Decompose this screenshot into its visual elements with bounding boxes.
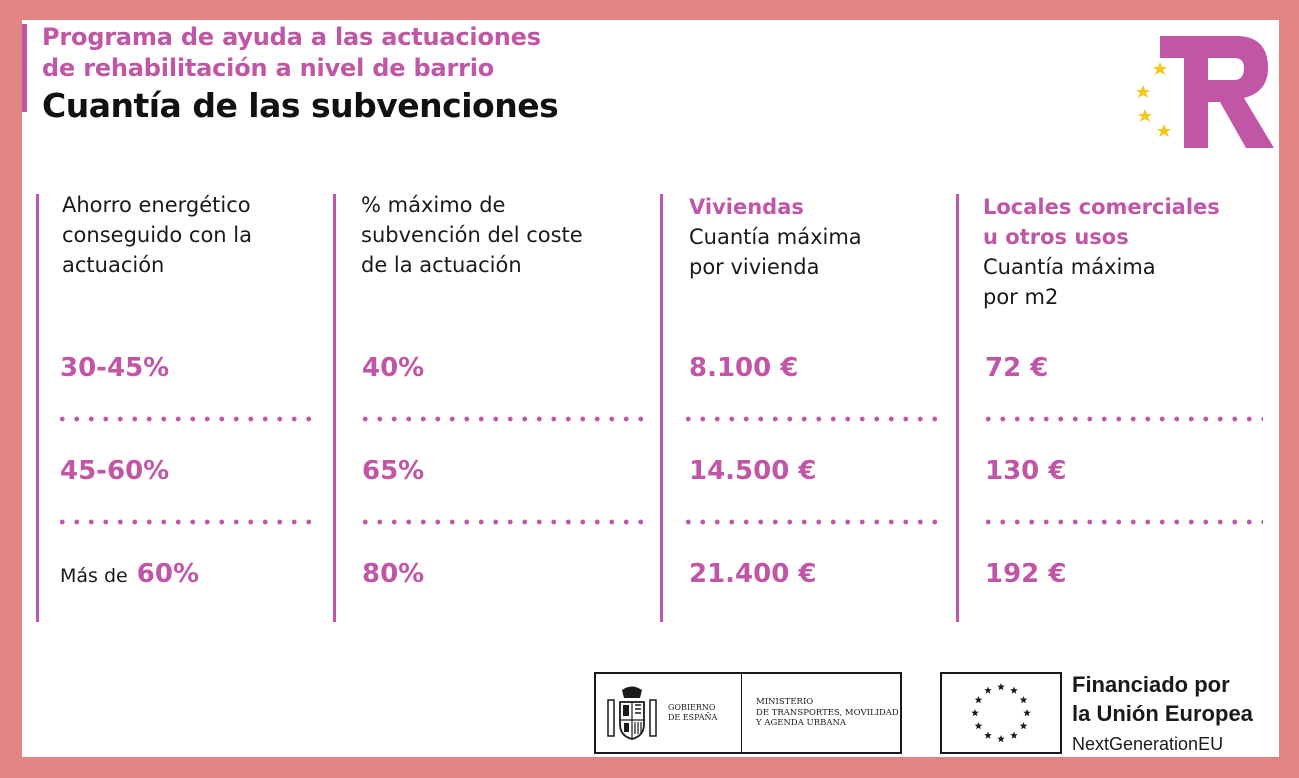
eu-star-icon [1019, 722, 1028, 730]
eu-star-icon [1010, 731, 1018, 739]
dotted-separator [681, 416, 939, 422]
government-section: GOBIERNO DE ESPAÑA [596, 674, 742, 752]
header-line: conseguido con la [62, 223, 252, 247]
value-cell: Más de 60% [60, 557, 199, 593]
eu-line: Financiado por [1072, 672, 1230, 697]
eu-star-icon [971, 709, 979, 717]
dotted-separator [358, 519, 643, 525]
header-line: por vivienda [689, 255, 820, 279]
column-header-commercial: Locales comerciales u otros usos Cuantía… [983, 192, 1220, 312]
ministry-line: Y AGENDA URBANA [756, 718, 847, 729]
eu-stars-icon [1136, 62, 1171, 137]
value-cell: 40% [362, 353, 425, 383]
header-accent-line: u otros usos [983, 225, 1129, 249]
next-generation-eu-label: NextGenerationEU [1072, 734, 1224, 754]
value-cell: 30-45% [60, 353, 170, 383]
eu-star-icon [974, 722, 983, 730]
header-line: Ahorro energético [62, 193, 251, 217]
subtitle-line-1: Programa de ayuda a las actuaciones [42, 23, 541, 51]
header-line: actuación [62, 253, 165, 277]
eu-star-icon [984, 686, 992, 694]
value-prefix: Más de [60, 565, 128, 587]
header-accent-line: Locales comerciales [983, 195, 1220, 219]
program-subtitle: Programa de ayuda a las actuaciones de r… [42, 22, 541, 84]
column-header-dwellings: Viviendas Cuantía máxima por vivienda [689, 192, 862, 282]
eu-star-icon [1010, 686, 1018, 694]
column-divider-3 [660, 194, 663, 622]
column-divider-4 [956, 194, 959, 622]
header-line: % máximo de [361, 193, 506, 217]
column-divider-1 [36, 194, 39, 622]
header-line: Cuantía máxima [983, 255, 1156, 279]
header-accent-line: Viviendas [689, 195, 804, 219]
column-divider-2 [333, 194, 336, 622]
dotted-separator [55, 416, 317, 422]
header-line: Cuantía máxima [689, 225, 862, 249]
value-number: 60% [136, 559, 200, 589]
eu-star-icon [984, 731, 992, 739]
value-cell: 72 € [985, 353, 1049, 383]
value-cell: 80% [362, 559, 425, 589]
gov-line: GOBIERNO [668, 703, 716, 712]
gov-line: DE ESPAÑA [668, 713, 718, 722]
eu-star-icon [1023, 709, 1031, 717]
dotted-separator [358, 416, 643, 422]
header-line: de la actuación [361, 253, 522, 277]
government-logo-box: GOBIERNO DE ESPAÑA MINISTERIO DE TRANSPO… [594, 672, 902, 754]
eu-star-icon [997, 683, 1005, 691]
government-label: GOBIERNO DE ESPAÑA [668, 703, 717, 723]
value-cell: 130 € [985, 456, 1067, 486]
value-cell: 65% [362, 456, 425, 486]
value-cell: 8.100 € [689, 353, 799, 383]
column-header-energy-savings: Ahorro energético conseguido con la actu… [62, 190, 252, 280]
eu-star-icon [974, 696, 983, 704]
spain-coat-of-arms-icon [607, 686, 657, 740]
eu-flag-stars-icon [971, 683, 1031, 743]
ministry-line: MINISTERIO [756, 697, 814, 708]
ministry-line: DE TRANSPORTES, MOVILIDAD [756, 707, 899, 718]
value-cell: 192 € [985, 559, 1067, 589]
dotted-separator [981, 416, 1263, 422]
eu-funding-label: Financiado por la Unión Europea [1072, 670, 1253, 728]
eu-star-icon [997, 735, 1005, 743]
dotted-separator [55, 519, 317, 525]
eu-flag-box [940, 672, 1062, 754]
value-cell: 14.500 € [689, 456, 817, 486]
value-cell: 45-60% [60, 456, 170, 486]
column-header-max-percent: % máximo de subvención del coste de la a… [361, 190, 583, 280]
eu-line: la Unión Europea [1072, 701, 1253, 726]
subtitle-line-2: de rehabilitación a nivel de barrio [42, 54, 495, 82]
tr-logo-icon [1136, 36, 1274, 148]
dotted-separator [981, 519, 1263, 525]
dotted-separator [681, 519, 939, 525]
infographic-card: Programa de ayuda a las actuaciones de r… [22, 20, 1279, 757]
eu-star-icon [1019, 696, 1028, 704]
ministry-label: MINISTERIO DE TRANSPORTES, MOVILIDAD Y A… [742, 697, 899, 729]
title-accent-bar [22, 24, 27, 112]
header-line: subvención del coste [361, 223, 583, 247]
value-cell: 21.400 € [689, 559, 817, 589]
page-title: Cuantía de las subvenciones [42, 86, 559, 125]
header-line: por m2 [983, 285, 1059, 309]
